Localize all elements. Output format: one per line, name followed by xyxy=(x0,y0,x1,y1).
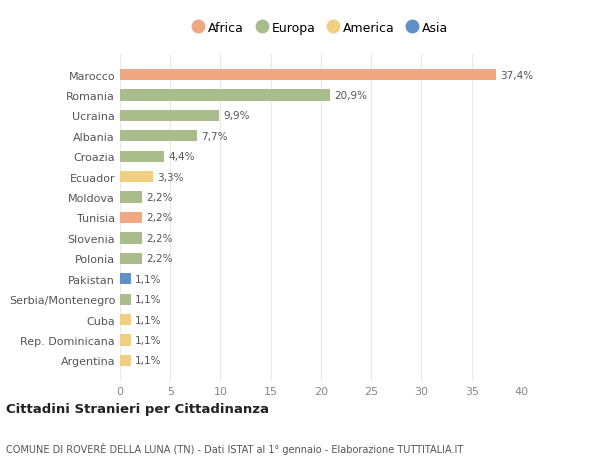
Text: 9,9%: 9,9% xyxy=(224,111,250,121)
Text: 20,9%: 20,9% xyxy=(334,91,367,101)
Bar xyxy=(120,253,142,264)
Bar xyxy=(120,274,131,285)
Bar xyxy=(120,111,220,122)
Bar xyxy=(120,355,131,366)
Bar xyxy=(120,213,142,224)
Text: 2,2%: 2,2% xyxy=(146,254,173,264)
Text: 1,1%: 1,1% xyxy=(135,315,161,325)
Text: 7,7%: 7,7% xyxy=(202,132,228,141)
Text: 1,1%: 1,1% xyxy=(135,335,161,345)
Bar xyxy=(120,192,142,203)
Text: 1,1%: 1,1% xyxy=(135,356,161,365)
Bar xyxy=(120,294,131,305)
Text: COMUNE DI ROVERÈ DELLA LUNA (TN) - Dati ISTAT al 1° gennaio - Elaborazione TUTTI: COMUNE DI ROVERÈ DELLA LUNA (TN) - Dati … xyxy=(6,442,463,454)
Text: 2,2%: 2,2% xyxy=(146,213,173,223)
Text: 37,4%: 37,4% xyxy=(500,71,533,80)
Bar xyxy=(120,233,142,244)
Bar xyxy=(120,172,153,183)
Text: 2,2%: 2,2% xyxy=(146,193,173,203)
Bar xyxy=(120,90,330,101)
Text: 1,1%: 1,1% xyxy=(135,274,161,284)
Bar xyxy=(120,151,164,162)
Legend: Africa, Europa, America, Asia: Africa, Europa, America, Asia xyxy=(193,22,449,35)
Text: 2,2%: 2,2% xyxy=(146,233,173,243)
Text: Cittadini Stranieri per Cittadinanza: Cittadini Stranieri per Cittadinanza xyxy=(6,403,269,415)
Bar xyxy=(120,131,197,142)
Text: 4,4%: 4,4% xyxy=(168,152,195,162)
Bar xyxy=(120,335,131,346)
Text: 3,3%: 3,3% xyxy=(157,172,184,182)
Bar xyxy=(120,70,496,81)
Bar xyxy=(120,314,131,325)
Text: 1,1%: 1,1% xyxy=(135,295,161,304)
